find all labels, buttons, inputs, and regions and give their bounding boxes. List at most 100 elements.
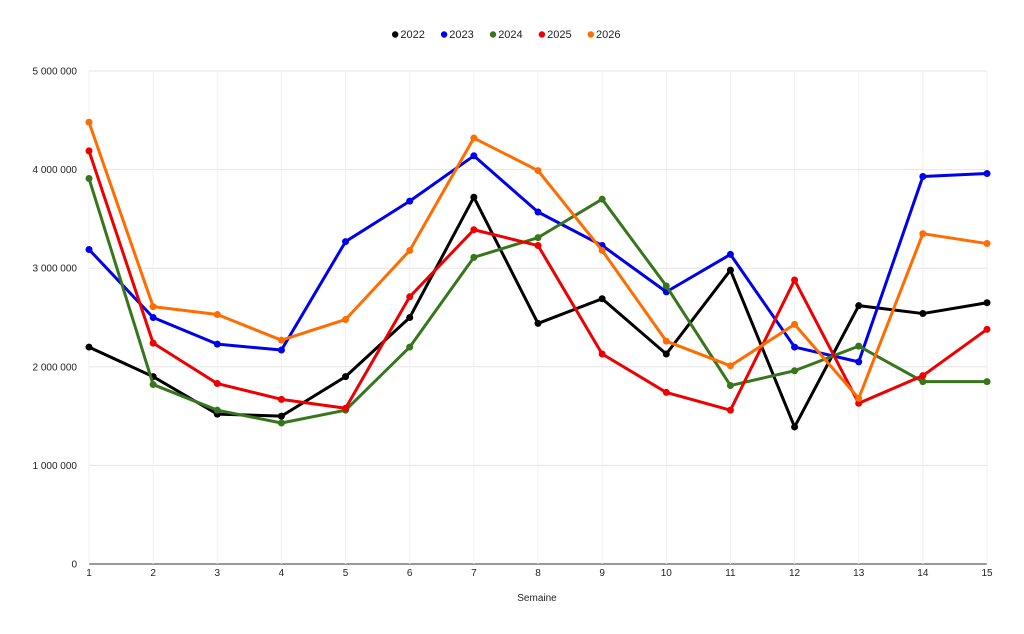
x-tick-label: 10 [661,568,673,579]
data-point[interactable] [213,311,221,319]
x-tick-label: 5 [343,568,349,579]
data-point[interactable] [149,303,157,311]
data-point[interactable] [662,337,670,345]
data-point[interactable] [534,319,542,327]
data-point[interactable] [470,226,478,234]
data-point[interactable] [277,346,285,354]
legend-item-2025[interactable]: 2025 [538,29,572,41]
data-point[interactable] [662,350,670,358]
data-point[interactable] [470,193,478,201]
x-tick-label: 7 [471,568,477,579]
data-point[interactable] [149,339,157,347]
legend-marker [489,31,497,38]
data-point[interactable] [919,372,927,380]
y-tick-label: 3 000 000 [33,264,78,275]
data-point[interactable] [534,167,542,175]
legend-marker [587,31,594,38]
data-point[interactable] [406,197,414,205]
data-point[interactable] [342,373,350,381]
axes: 0 1 000 000 2 000 000 3 000 000 4 000 000 5 0… [33,67,993,580]
data-point[interactable] [85,174,93,182]
legend-item-2024[interactable]: 2024 [489,29,523,41]
data-point[interactable] [598,195,606,203]
data-point[interactable] [277,412,285,420]
x-tick-label: 12 [789,568,801,579]
data-point[interactable] [983,240,991,248]
x-tick-label: 6 [407,568,413,579]
data-point[interactable] [726,266,734,274]
data-point[interactable] [213,340,221,348]
data-point[interactable] [277,336,285,344]
data-point[interactable] [726,362,734,370]
x-tick-label: 4 [279,568,285,579]
data-point[interactable] [662,282,670,290]
data-point[interactable] [791,367,799,375]
data-point[interactable] [213,380,221,388]
data-point[interactable] [726,406,734,414]
x-tick-label: 15 [981,568,993,579]
data-point[interactable] [470,152,478,160]
data-point[interactable] [149,314,157,321]
data-point[interactable] [855,394,863,402]
legend-item-2023[interactable]: 2023 [440,29,474,41]
data-point[interactable] [919,173,927,181]
series-2025 [85,147,991,414]
data-point[interactable] [855,342,863,350]
x-tick-label: 14 [917,568,929,579]
x-axis-title: Semaine [517,593,557,604]
data-point[interactable] [662,388,670,396]
data-point[interactable] [983,170,991,178]
data-point[interactable] [406,343,414,351]
series-2024 [85,174,991,427]
data-point[interactable] [598,295,606,303]
data-point[interactable] [919,378,927,386]
x-tick-label: 2 [150,568,156,579]
data-point[interactable] [534,208,542,216]
y-tick-label: 2 000 000 [33,362,78,373]
data-point[interactable] [406,293,414,301]
data-point[interactable] [598,246,606,254]
x-tick-label: 13 [853,568,865,579]
data-point[interactable] [85,147,93,155]
data-point[interactable] [983,299,991,307]
data-point[interactable] [342,238,350,246]
data-point[interactable] [726,382,734,390]
legend-item-2022[interactable]: 2022 [392,29,425,41]
data-point[interactable] [277,395,285,403]
data-point[interactable] [919,230,927,238]
data-point[interactable] [598,350,606,358]
data-point[interactable] [791,423,799,431]
data-point[interactable] [85,118,93,126]
data-point[interactable] [983,378,991,386]
data-point[interactable] [791,276,799,284]
legend-item-2026[interactable]: 2026 [587,29,621,41]
data-point[interactable] [855,302,863,310]
data-point[interactable] [726,250,734,258]
data-point[interactable] [534,234,542,242]
data-point[interactable] [213,406,221,414]
data-point[interactable] [85,245,93,253]
data-point[interactable] [919,310,927,318]
data-point[interactable] [983,325,991,333]
y-tick-label: 4 000 000 [33,165,78,176]
data-point[interactable] [534,242,542,250]
data-point[interactable] [470,134,478,142]
data-point[interactable] [855,399,863,407]
data-point[interactable] [85,343,93,351]
y-tick-label: 5 000 000 [33,67,78,78]
legend-marker [392,31,399,38]
data-point[interactable] [149,381,157,389]
data-point[interactable] [791,343,799,351]
data-point[interactable] [855,358,863,366]
series-2026 [85,118,991,402]
legend-marker [440,31,448,38]
data-point[interactable] [406,246,414,254]
data-point[interactable] [406,314,414,321]
data-point[interactable] [342,315,350,323]
data-point[interactable] [470,253,478,261]
series-lines [85,118,991,431]
data-point[interactable] [791,320,799,328]
data-point[interactable] [342,404,350,412]
data-point[interactable] [277,419,285,427]
